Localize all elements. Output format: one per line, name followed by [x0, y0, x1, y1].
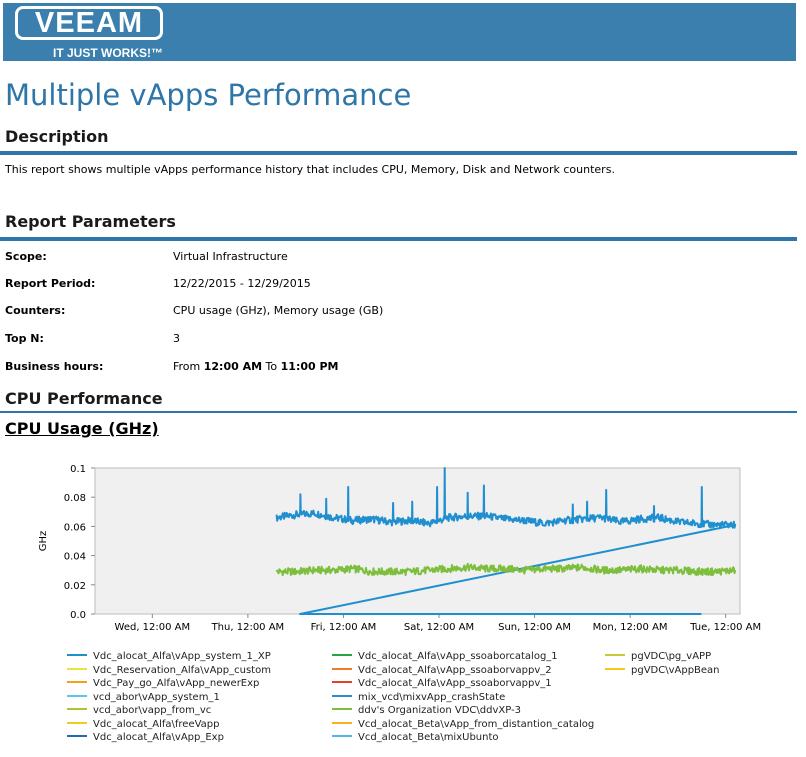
business-hours-middle: To — [262, 360, 281, 373]
legend-label: Vcd_alocat_Beta\vApp_from_distantion_cat… — [358, 718, 595, 730]
legend-item: Vcd_alocat_Beta\mixUbunto — [332, 731, 499, 744]
page-title: Multiple vApps Performance — [5, 78, 412, 112]
legend-item: pgVDC\pg_vAPP — [605, 650, 711, 663]
series-line-1 — [275, 562, 737, 577]
cpu-performance-divider — [0, 411, 797, 413]
logo-tagline: IT JUST WORKS!™ — [53, 46, 163, 60]
legend-swatch — [67, 694, 87, 697]
legend-swatch — [605, 667, 625, 670]
legend-swatch — [67, 667, 87, 670]
report-parameters-heading: Report Parameters — [5, 212, 176, 231]
series-line-0 — [275, 467, 737, 615]
legend-item: Vdc_alocat_Alfa\vApp_system_1_XP — [67, 650, 271, 663]
legend-item: Vcd_alocat_Beta\vApp_from_distantion_cat… — [332, 718, 594, 731]
legend-swatch — [332, 721, 352, 724]
business-hours-start: 12:00 AM — [203, 360, 263, 373]
y-axis-label: GHz — [38, 531, 49, 552]
legend-swatch — [67, 708, 87, 710]
param-value-scope: Virtual Infrastructure — [173, 250, 288, 263]
param-value-top-n: 3 — [173, 332, 180, 345]
veeam-logo: VEEAM IT JUST WORKS!™ — [15, 6, 165, 60]
business-hours-end: 11:00 PM — [280, 360, 339, 373]
legend-label: Vdc_alocat_Alfa\vApp_system_1_XP — [93, 651, 271, 662]
param-label-scope: Scope: — [5, 250, 47, 263]
legend-swatch — [332, 694, 352, 697]
legend-swatch — [332, 708, 352, 710]
param-value-business-hours: From 12:00 AM To 11:00 PM — [173, 360, 339, 373]
legend-label: mix_vcd\mixvApp_crashState — [358, 691, 506, 703]
legend-label: pgVDC\pg_vAPP — [631, 651, 712, 662]
legend-swatch — [605, 654, 625, 656]
legend-item: vcd_abor\vApp_system_1 — [67, 691, 220, 704]
param-label-business-hours: Business hours: — [5, 360, 104, 373]
legend-item: Vdc_alocat_Alfa\vApp_ssoaborvappv_2 — [332, 664, 552, 677]
header-banner: VEEAM IT JUST WORKS!™ — [3, 3, 796, 61]
y-tick-label: 0.0 — [70, 610, 86, 621]
legend-item: ddv's Organization VDC\ddvXP-3 — [332, 704, 521, 717]
legend-item: Vdc_alocat_Alfa\vApp_ssoaborvappv_1 — [332, 677, 552, 690]
legend-item: Vdc_Reservation_Alfa\vApp_custom — [67, 664, 271, 677]
legend-item: Vdc_alocat_Alfa\vApp_Exp — [67, 731, 224, 744]
description-text: This report shows multiple vApps perform… — [5, 163, 615, 176]
legend-item: mix_vcd\mixvApp_crashState — [332, 691, 505, 704]
y-tick-label: 0.06 — [64, 522, 86, 533]
legend-swatch — [332, 667, 352, 670]
plot-area — [94, 467, 741, 615]
y-axis-ticks: 0.0 0.02 0.04 0.06 0.08 0.1 — [64, 464, 95, 621]
legend-label: vcd_abor\vapp_from_vc — [93, 705, 212, 716]
param-label-top-n: Top N: — [5, 332, 44, 345]
x-axis-ticks: Wed, 12:00 AM Thu, 12:00 AM Fri, 12:00 AM S… — [115, 614, 761, 633]
x-tick-label: Thu, 12:00 AM — [211, 622, 285, 633]
legend-swatch — [67, 654, 87, 656]
description-heading: Description — [5, 127, 109, 146]
param-value-report-period: 12/22/2015 - 12/29/2015 — [173, 277, 311, 290]
cpu-usage-chart-title: CPU Usage (GHz) — [5, 419, 159, 438]
cpu-usage-chart: GHz 0.0 0.02 0.04 0.06 0.08 0.1 Wed, 12:00 AM… — [38, 464, 761, 633]
cpu-performance-heading: CPU Performance — [5, 389, 163, 408]
param-value-counters: CPU usage (GHz), Memory usage (GB) — [173, 304, 384, 317]
legend-swatch — [67, 721, 87, 724]
legend-item: Vdc_alocat_Alfa\vApp_ssoaborcatalog_1 — [332, 650, 558, 663]
legend-label: pgVDC\vAppBean — [631, 664, 720, 676]
legend-label: Vdc_alocat_Alfa\vApp_ssoaborvappv_2 — [358, 664, 552, 676]
legend-label: vcd_abor\vApp_system_1 — [93, 691, 220, 703]
legend-swatch — [332, 654, 352, 656]
x-tick-label: Sun, 12:00 AM — [498, 622, 571, 633]
legend-label: Vdc_Pay_go_Alfa\vApp_newerExp — [93, 678, 260, 689]
y-tick-label: 0.02 — [64, 581, 86, 592]
legend-label: Vdc_alocat_Alfa\freeVapp — [93, 718, 220, 730]
y-tick-label: 0.1 — [70, 464, 86, 475]
y-tick-label: 0.04 — [64, 552, 86, 563]
param-label-counters: Counters: — [5, 304, 66, 317]
legend-item: vcd_abor\vapp_from_vc — [67, 704, 211, 717]
description-divider — [0, 151, 797, 155]
report-parameters-divider — [0, 237, 797, 241]
business-hours-prefix: From — [173, 360, 204, 373]
legend-label: Vdc_alocat_Alfa\vApp_ssoaborvappv_1 — [358, 678, 552, 689]
legend-label: Vdc_alocat_Alfa\vApp_Exp — [93, 732, 224, 743]
legend-label: Vcd_alocat_Beta\mixUbunto — [358, 732, 499, 743]
x-tick-label: Tue, 12:00 AM — [689, 622, 761, 633]
series-layer — [275, 467, 737, 615]
legend-swatch — [332, 735, 352, 737]
legend-swatch — [67, 735, 87, 737]
x-tick-label: Mon, 12:00 AM — [593, 622, 668, 633]
legend-swatch — [332, 681, 352, 683]
legend-swatch — [67, 681, 87, 683]
x-tick-label: Wed, 12:00 AM — [115, 622, 191, 633]
legend-item: Vdc_Pay_go_Alfa\vApp_newerExp — [67, 677, 259, 690]
legend-label: ddv's Organization VDC\ddvXP-3 — [358, 705, 521, 716]
legend-label: Vdc_Reservation_Alfa\vApp_custom — [93, 664, 271, 676]
chart-legend: Vdc_alocat_Alfa\vApp_system_1_XP Vdc_Rese… — [0, 650, 806, 750]
x-tick-label: Sat, 12:00 AM — [404, 622, 474, 633]
legend-item: pgVDC\vAppBean — [605, 664, 720, 677]
y-tick-label: 0.08 — [64, 493, 86, 504]
logo-wordmark: VEEAM — [15, 6, 163, 40]
legend-label: Vdc_alocat_Alfa\vApp_ssoaborcatalog_1 — [358, 651, 558, 662]
param-label-report-period: Report Period: — [5, 277, 96, 290]
x-tick-label: Fri, 12:00 AM — [311, 622, 377, 633]
legend-item: Vdc_alocat_Alfa\freeVapp — [67, 718, 220, 731]
